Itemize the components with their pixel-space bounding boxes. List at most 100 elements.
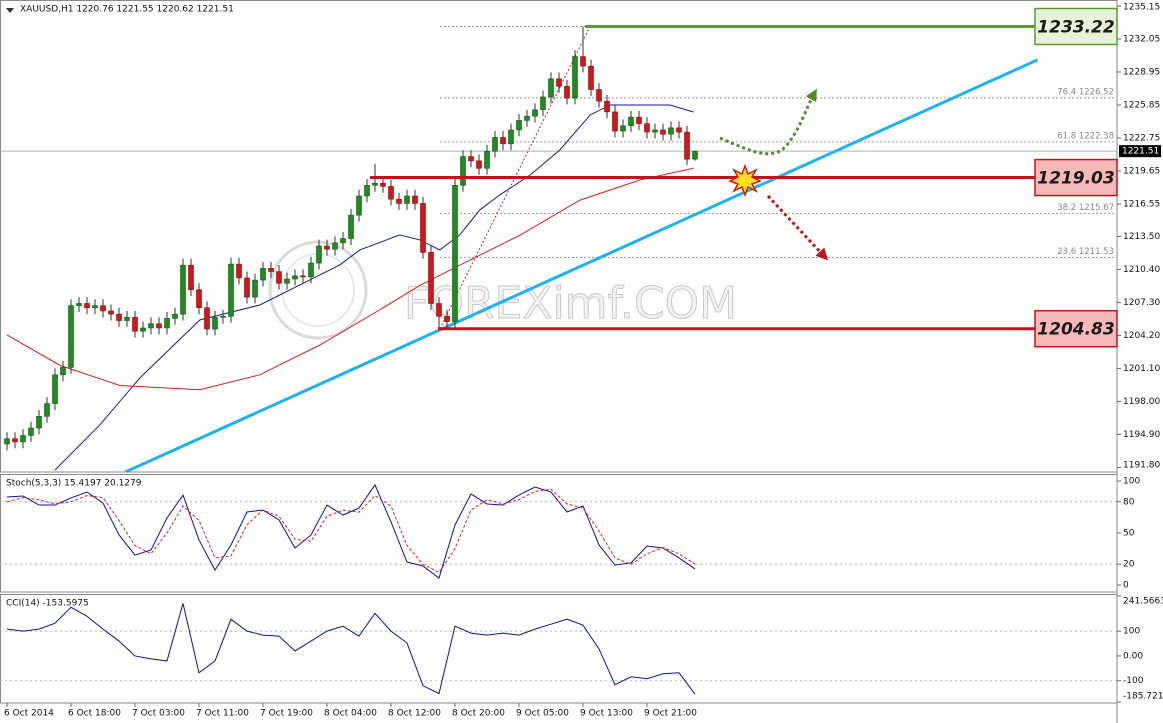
candle-body [548, 78, 554, 98]
moving-average [6, 167, 694, 391]
candle-body [540, 96, 546, 111]
candle-body [460, 156, 466, 186]
x-tick-label: 7 Oct 11:00 [196, 709, 249, 719]
candle-body [276, 271, 282, 284]
candle-body [508, 129, 514, 145]
trend-line [124, 58, 1039, 472]
candle-body [316, 245, 322, 264]
candle-body [244, 277, 250, 298]
fib-label: 76.4 1226.52 [1057, 87, 1114, 97]
candle-body [28, 427, 34, 436]
y-tick-label: 1204.20 [1123, 331, 1160, 341]
y-tick-label: 1191.80 [1123, 461, 1160, 471]
candle-body [180, 264, 186, 315]
y-tick-label: 0.00 [1123, 651, 1143, 661]
candle-body [396, 198, 402, 204]
candle-body [692, 150, 698, 160]
key-level-label: 1233.22 [1037, 18, 1114, 38]
candle-body [388, 186, 394, 200]
candle-body [12, 438, 18, 443]
y-tick-label: 1198.00 [1123, 397, 1160, 407]
y-tick-label: 20 [1123, 560, 1135, 570]
candle-body [652, 129, 658, 133]
y-tick-label: 1207.30 [1123, 298, 1160, 308]
candle-body [164, 318, 170, 329]
candle-body [364, 185, 370, 197]
panel-title: CCI(14) -153.5975 [6, 599, 89, 609]
candle-body [628, 116, 634, 127]
candle-body [100, 305, 106, 312]
candle-body [132, 317, 138, 332]
bullish-arrow [719, 88, 817, 156]
candle-body [204, 307, 210, 330]
candle-body [668, 127, 674, 135]
candle-body [156, 323, 162, 329]
x-tick-label: 7 Oct 19:00 [260, 709, 313, 719]
candle-body [356, 195, 362, 216]
key-level-box [1034, 7, 1118, 46]
x-tick-label: 6 Oct 2014 [4, 709, 54, 719]
candle-body [572, 56, 578, 99]
candle-body [188, 264, 194, 290]
candle-body [284, 278, 290, 284]
candle-body [68, 305, 74, 368]
candle-body [236, 263, 242, 279]
indicator-line [6, 603, 696, 695]
indicator-plot [0, 603, 1117, 695]
candle-body [108, 310, 114, 315]
candle-body [436, 303, 442, 317]
y-tick-label: 100 [1123, 627, 1140, 637]
candle-body [84, 303, 90, 309]
candle-body [60, 367, 66, 376]
y-tick-label: 100 [1123, 477, 1140, 487]
indicator-line [6, 488, 696, 574]
candle-body [604, 100, 610, 113]
candle-body [268, 268, 274, 272]
y-tick-label: 80 [1123, 497, 1135, 507]
key-level-label: 1204.83 [1037, 320, 1114, 340]
candle-body [140, 327, 146, 332]
y-tick-label: 1216.55 [1123, 199, 1160, 209]
x-tick-label: 8 Oct 20:00 [452, 709, 505, 719]
key-level-label: 1219.03 [1037, 169, 1114, 189]
candle-body [20, 435, 26, 443]
y-tick-label: -100 [1123, 676, 1144, 686]
candle-body [452, 185, 458, 322]
candle-body [596, 89, 602, 102]
candle-body [580, 56, 586, 67]
x-tick-label: 9 Oct 21:00 [644, 709, 697, 719]
candle-body [524, 115, 530, 121]
key-level-box [1034, 309, 1118, 348]
x-tick-label: 8 Oct 12:00 [388, 709, 441, 719]
candle-body [228, 263, 234, 317]
fib-label: 61.8 1222.38 [1057, 131, 1114, 141]
current-price-tag [1119, 145, 1161, 158]
breakout-burst [728, 163, 762, 198]
x-tick-label: 6 Oct 18:00 [68, 709, 121, 719]
candle-body [684, 131, 690, 160]
panel-title: Stoch(5,3,3) 15.4197 20.1279 [6, 479, 142, 489]
candle-body [468, 156, 474, 162]
candle-body [444, 315, 450, 322]
candle-body [556, 78, 562, 87]
candle-body [4, 438, 10, 445]
panel-title: XAUUSD,H1 1220.76 1221.55 1220.62 1221.5… [20, 5, 234, 15]
y-tick-label: 1213.50 [1123, 232, 1160, 242]
y-tick-label: 1201.10 [1123, 364, 1160, 374]
y-tick-label: 1194.90 [1123, 430, 1160, 440]
key-level-box [1034, 158, 1118, 197]
candle-body [412, 195, 418, 204]
y-tick-label: 241.5663 [1123, 597, 1163, 607]
candle-body [612, 111, 618, 132]
y-tick-label: 1222.75 [1123, 133, 1160, 143]
candle-body [92, 305, 98, 309]
collapse-icon[interactable] [6, 8, 14, 13]
annotations [719, 88, 829, 261]
candle-body [644, 123, 650, 133]
candle-body [76, 303, 82, 306]
y-tick-label: 1232.05 [1123, 34, 1160, 44]
candle-body [148, 323, 154, 329]
candle-body [196, 289, 202, 309]
